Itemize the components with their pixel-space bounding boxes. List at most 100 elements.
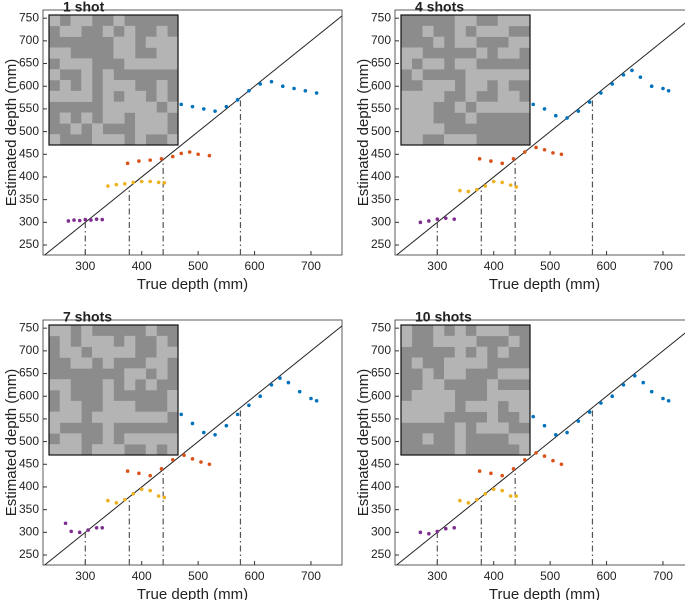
inset-block (454, 58, 466, 70)
data-point (83, 217, 88, 222)
inset-block (167, 433, 179, 445)
inset-block (59, 433, 71, 445)
data-point (94, 525, 99, 530)
inset-block (70, 58, 82, 70)
inset-block (411, 123, 423, 135)
inset-block (135, 112, 147, 124)
inset-block (444, 335, 456, 347)
inset-block (135, 134, 147, 146)
inset-block (156, 90, 168, 102)
inset-block (465, 69, 477, 81)
y-axis-label: Estimated depth (mm) (3, 369, 20, 517)
inset-block (411, 357, 423, 369)
data-point (641, 380, 646, 385)
inset-block (81, 325, 93, 337)
data-point (491, 487, 496, 492)
inset-block (156, 346, 168, 358)
inset-block (454, 368, 466, 380)
data-point (466, 189, 471, 194)
inset-block (487, 422, 499, 434)
inset-block (156, 58, 168, 70)
data-point (162, 495, 167, 500)
identity-line (44, 325, 343, 566)
inset-block (401, 101, 413, 113)
data-point (148, 179, 152, 184)
inset-block (465, 15, 477, 27)
chart-title: 4 shots (415, 0, 464, 15)
y-tick-label: 400 (371, 169, 391, 183)
data-point (159, 157, 164, 161)
data-point (224, 423, 229, 428)
x-tick-label: 600 (245, 259, 265, 273)
data-point (139, 179, 144, 184)
data-point (148, 158, 152, 162)
y-tick-label: 600 (19, 388, 39, 402)
data-point (297, 389, 302, 394)
x-tick-label: 700 (653, 569, 673, 583)
inset-block (124, 90, 136, 102)
inset-block (92, 134, 104, 146)
inset-block (81, 335, 93, 347)
data-point (77, 218, 82, 223)
inset-block (508, 335, 520, 347)
inset-block (454, 422, 466, 434)
inset-block (454, 346, 466, 358)
inset-block (102, 112, 114, 124)
data-point (477, 157, 482, 161)
inset-block (401, 90, 413, 102)
inset-block (102, 422, 114, 434)
inset-block (465, 112, 477, 124)
data-point (179, 102, 184, 107)
data-point (286, 380, 291, 385)
data-point (666, 88, 671, 93)
inset-block (465, 335, 477, 347)
inset-block (401, 58, 413, 70)
inset-block (422, 112, 434, 124)
y-tick-label: 500 (371, 434, 391, 448)
inset-block (422, 90, 434, 102)
y-tick-label: 550 (371, 101, 391, 115)
inset-block (59, 379, 71, 391)
y-tick-label: 750 (19, 320, 39, 334)
inset-block (124, 58, 136, 70)
inset-block (49, 325, 61, 337)
inset-block (145, 433, 157, 445)
data-point (511, 467, 516, 471)
x-tick-label: 400 (132, 569, 152, 583)
inset-block (59, 112, 71, 124)
data-point (475, 497, 479, 502)
data-point (269, 383, 274, 387)
inset-block (476, 346, 488, 358)
inset-block (433, 123, 445, 135)
inset-block (411, 101, 423, 113)
inset-block (508, 15, 520, 27)
inset-block (422, 368, 434, 380)
inset-block (167, 400, 179, 412)
inset-block (454, 335, 466, 347)
inset-block (135, 90, 147, 102)
y-tick-label: 350 (371, 502, 391, 516)
inset-block (135, 433, 147, 445)
data-point (156, 494, 161, 498)
data-point (94, 217, 99, 221)
data-point (514, 494, 519, 498)
data-point (72, 218, 76, 222)
inset-block (422, 58, 434, 70)
inset-block (113, 80, 125, 92)
inset-block (124, 411, 136, 423)
inset-block (49, 69, 61, 81)
inset-block (422, 433, 434, 445)
inset-block (102, 134, 114, 146)
inset-block (519, 101, 531, 113)
inset-block (454, 325, 466, 337)
inset-block (59, 335, 71, 347)
data-point (114, 501, 119, 505)
inset-block (401, 134, 413, 146)
data-point (207, 153, 212, 158)
data-point (190, 421, 195, 426)
inset-block (145, 101, 157, 113)
inset-block (92, 411, 104, 423)
inset-block (113, 346, 125, 358)
inset-block (167, 47, 179, 59)
inset-block (156, 25, 168, 37)
